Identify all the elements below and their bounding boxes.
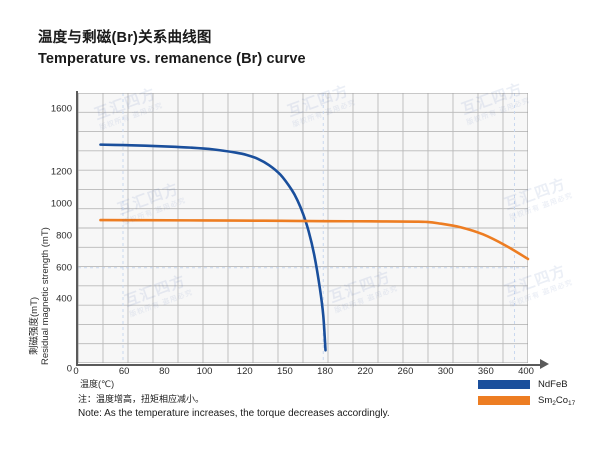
legend-label-smco: Sm2Co17	[538, 394, 576, 407]
legend-label-smco-sm: Sm	[538, 394, 553, 406]
x-tick-260: 260	[397, 366, 414, 377]
y-tick-1600: 1600	[50, 103, 72, 115]
legend-item-ndfeb[interactable]: NdFeB	[478, 379, 575, 390]
legend-swatch-ndfeb	[478, 380, 530, 389]
y-axis-ticks: 0 400 600 800 1000 1200 1600	[0, 0, 72, 450]
page-title-en: Temperature vs. remanence (Br) curve	[38, 51, 306, 68]
plot-area	[78, 93, 530, 363]
y-tick-0: 0	[66, 363, 72, 375]
legend-label-smco-sub2: 17	[568, 399, 576, 407]
grid-lines	[78, 93, 528, 363]
y-tick-1200: 1200	[50, 166, 72, 178]
y-axis-title-cn: 剩磁强度(mT)	[29, 296, 40, 355]
legend-item-smco[interactable]: Sm2Co17	[478, 394, 576, 407]
y-tick-600: 600	[56, 262, 72, 274]
chart-note: 注：温度增高，扭矩相应减小。 Note: As the temperature …	[78, 392, 390, 422]
x-tick-100: 100	[196, 366, 213, 377]
chart-note-cn: 注：温度增高，扭矩相应减小。	[78, 394, 205, 404]
x-tick-120: 120	[236, 366, 253, 377]
x-tick-0: 0	[73, 366, 79, 377]
x-tick-300: 300	[437, 366, 454, 377]
x-axis-ticks: 0 60 80 100 120 150 180 220 260 300 360 400	[0, 366, 600, 386]
x-tick-80: 80	[159, 366, 170, 377]
x-tick-150: 150	[276, 366, 293, 377]
chart-note-en: Note: As the temperature increases, the …	[78, 408, 390, 420]
legend-label-smco-co: Co	[555, 394, 569, 406]
x-tick-400: 400	[518, 366, 534, 377]
y-tick-800: 800	[56, 230, 72, 242]
legend-label-ndfeb: NdFeB	[538, 378, 568, 390]
x-axis-line	[76, 364, 542, 366]
page-title: 温度与剩磁(Br)关系曲线图 Temperature vs. remanence…	[38, 28, 306, 70]
x-tick-220: 220	[357, 366, 374, 377]
legend-label-smco-sub1: 2	[552, 399, 556, 407]
x-tick-180: 180	[317, 366, 334, 377]
x-tick-60: 60	[118, 366, 130, 377]
chart-legend: NdFeB Sm2Co17	[478, 379, 575, 411]
x-tick-360: 360	[477, 366, 494, 377]
legend-swatch-smco	[478, 396, 530, 405]
y-axis-title-en: Residual magnetic strength (mT)	[40, 227, 51, 365]
y-tick-400: 400	[56, 293, 72, 305]
page-title-cn: 温度与剩磁(Br)关系曲线图	[38, 30, 212, 46]
series-curves	[99, 143, 530, 352]
y-axis-line	[76, 91, 78, 365]
y-tick-1000: 1000	[50, 198, 72, 210]
x-axis-title: 温度(℃)	[80, 379, 115, 389]
x-axis-arrow-icon	[540, 359, 549, 369]
